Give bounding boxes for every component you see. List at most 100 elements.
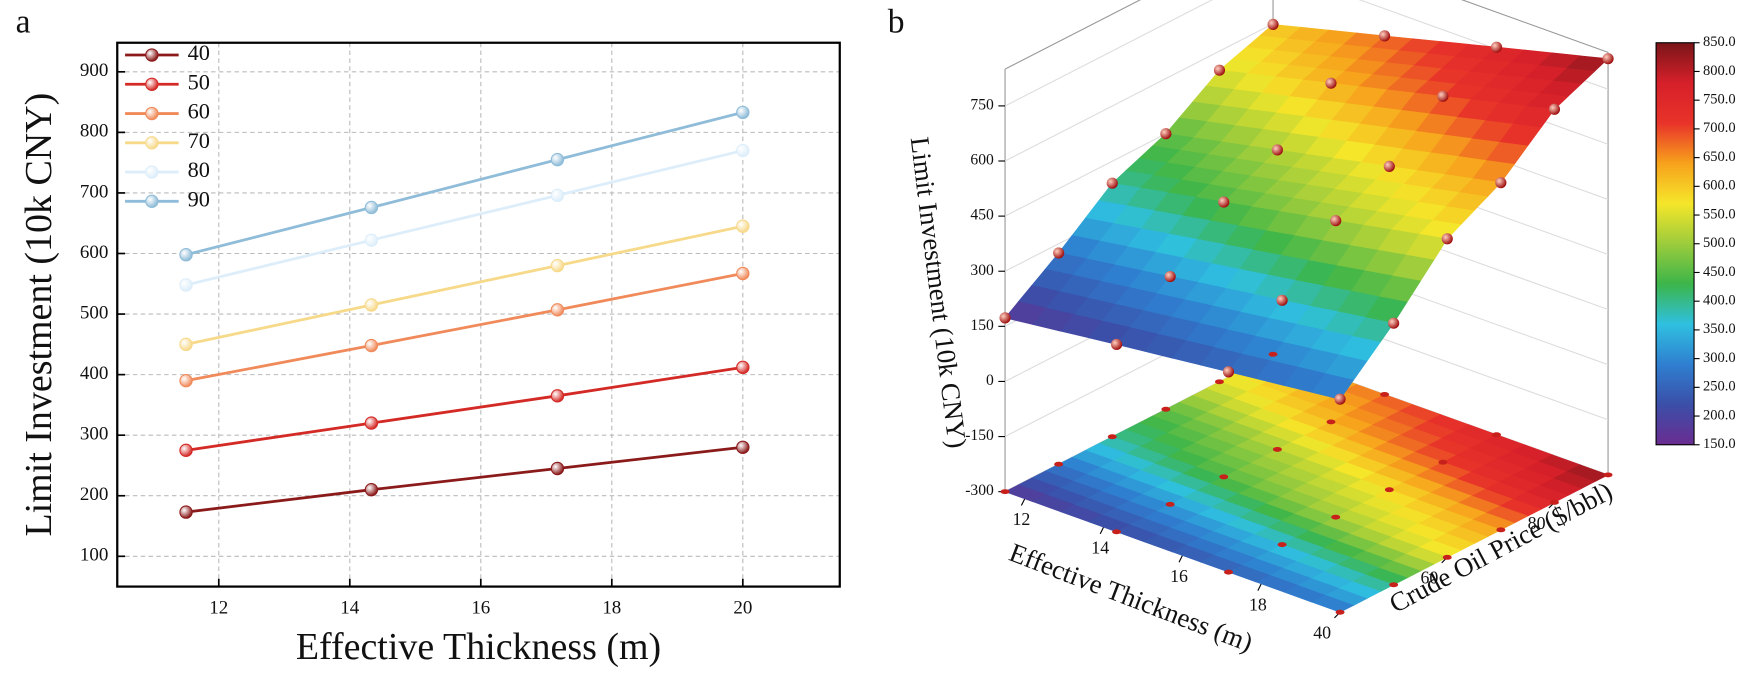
colorbar-label: 350.0 [1703,321,1736,337]
x-tick-label: 12 [1012,509,1030,529]
y-tick-label: 200 [80,484,108,505]
marker [364,338,379,353]
box-edge [1004,0,1609,70]
x-axis-label: Effective Thickness (m) [296,626,661,668]
colorbar-label: 300.0 [1703,350,1736,366]
y-tick-label: 800 [80,121,108,142]
z-tick-label: 750 [970,96,994,113]
y-tick-label: 80 [1528,513,1546,533]
surface-point [1222,366,1235,378]
floor-point [1161,406,1171,412]
marker [736,440,750,454]
colorbar-label: 700.0 [1703,120,1736,136]
marker [736,266,750,281]
surface-point [1548,103,1561,115]
x-tick [1020,498,1026,506]
z-tick-label: 600 [970,152,994,169]
surface-point [1053,247,1065,259]
floor-point [1054,461,1064,467]
x-tick-label: 14 [340,597,359,618]
surface-point [999,312,1011,324]
marker [179,248,193,262]
x-tick [1099,526,1105,535]
floor-point [1389,582,1399,588]
series-line [185,224,744,346]
y-tick-label: 500 [80,302,108,323]
legend-marker [145,165,159,179]
y-tick-label: 400 [80,363,108,384]
x-tick-label: 20 [733,597,752,618]
surface-point [1441,233,1453,245]
legend-label: 90 [188,186,210,211]
marker [550,152,565,167]
surface-point [1437,90,1449,102]
marker [550,188,565,203]
z-tick-label: 450 [970,207,994,224]
floor-point [1603,472,1613,478]
marker [550,303,565,317]
colorbar-label: 200.0 [1703,407,1736,423]
floor-point [1331,514,1341,520]
floor-map [1004,353,1609,613]
floor-point [1549,499,1559,505]
surface [1004,24,1609,400]
surface-point [1213,64,1226,76]
surface-point [1383,160,1395,172]
colorbar-label: 550.0 [1703,206,1736,222]
floor-point [1442,554,1452,560]
floor-cell [1311,595,1355,613]
series-line [185,111,744,257]
marker [736,360,750,375]
colorbar-label: 250.0 [1703,379,1736,395]
surface-point [1330,215,1342,227]
legend-label: 40 [188,40,210,65]
floor-point [1277,542,1287,548]
legend-label: 50 [188,69,210,94]
colorbar-label: 500.0 [1703,235,1736,251]
marker [179,373,193,388]
series-line [185,365,744,452]
marker [364,200,379,215]
floor-point [1214,379,1224,385]
floor-point [1000,489,1010,495]
surface-point [1379,30,1391,42]
y-axis-label: Limit Investment (10k CNY) [18,93,60,537]
colorbar-label: 850.0 [1703,34,1736,50]
floor-point [1380,392,1390,397]
marker [179,505,193,519]
z-tick-label: -300 [965,482,994,499]
floor-point [1335,609,1345,615]
colorbar-label: 650.0 [1703,149,1736,165]
colorbar-label: 450.0 [1703,264,1736,280]
panel-label: b [888,4,905,41]
y-tick-label: 40 [1313,623,1331,643]
surface-point [1276,294,1288,306]
surface-point [1218,196,1230,208]
marker [364,482,379,497]
legend-label: 60 [188,99,210,124]
floor-point [1384,487,1394,493]
surface-point [1325,77,1337,89]
floor-point [1326,419,1336,425]
surface-point [1164,270,1176,283]
colorbar-label: 800.0 [1703,63,1736,79]
surface-point [1495,177,1507,189]
x-tick [1257,583,1262,591]
colorbar-label: 400.0 [1703,293,1736,309]
panel-label: a [16,4,31,41]
x-tick-label: 12 [209,597,228,618]
colorbar-label: 150.0 [1703,436,1736,452]
floor-point [1224,569,1233,575]
floor-point [1219,474,1229,480]
floor-point [1438,459,1448,465]
y-tick-label: 700 [80,181,108,202]
marker [736,143,750,158]
series-line [185,445,743,514]
z-tick-label: 300 [970,262,994,279]
floor-point [1272,446,1282,452]
colorbar [1655,42,1695,446]
surface-point [1160,128,1172,140]
x-tick-label: 14 [1091,538,1109,558]
x-tick-label: 18 [1249,594,1267,614]
